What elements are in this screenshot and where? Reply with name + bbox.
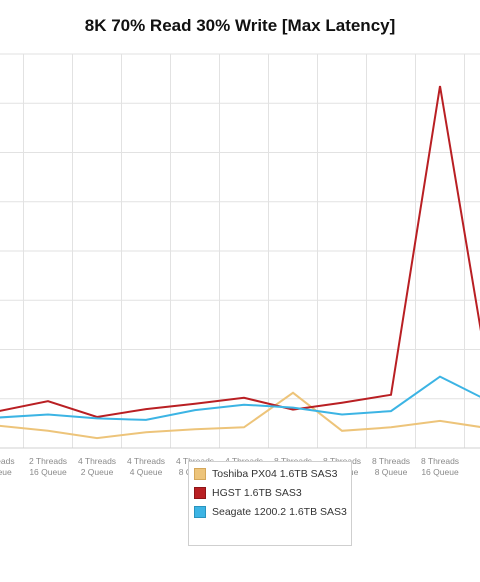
legend-item-hgst: HGST 1.6TB SAS3 (194, 485, 302, 501)
x-tick-label: 8 Threads (421, 456, 459, 466)
legend-label-hgst: HGST 1.6TB SAS3 (212, 487, 302, 499)
legend-label-toshiba: Toshiba PX04 1.6TB SAS3 (212, 468, 338, 480)
legend-swatch-toshiba (194, 468, 206, 480)
x-tick-label: 4 Threads (78, 456, 116, 466)
legend: Toshiba PX04 1.6TB SAS3 HGST 1.6TB SAS3 … (188, 461, 352, 546)
x-tick-label: 8 Threads (372, 456, 410, 466)
x-tick-label: Queue (0, 467, 12, 477)
legend-item-toshiba: Toshiba PX04 1.6TB SAS3 (194, 466, 338, 482)
series-line-2 (0, 375, 480, 421)
x-tick-label: 8 Queue (375, 467, 408, 477)
x-tick-label: 2 Queue (81, 467, 114, 477)
x-tick-label: 2 Threads (29, 456, 67, 466)
x-tick-label: 4 Threads (127, 456, 165, 466)
legend-item-seagate: Seagate 1200.2 1.6TB SAS3 (194, 504, 347, 520)
legend-label-seagate: Seagate 1200.2 1.6TB SAS3 (212, 506, 347, 518)
x-tick-label: 16 Queue (29, 467, 67, 477)
series-line-0 (0, 391, 480, 440)
x-tick-label: 16 Queue (421, 467, 459, 477)
x-tick-label: 4 Queue (130, 467, 163, 477)
x-tick-label: Threads (0, 456, 15, 466)
legend-swatch-hgst (194, 487, 206, 499)
series-line-1 (0, 85, 480, 419)
chart-title: 8K 70% Read 30% Write [Max Latency] (84, 16, 396, 35)
legend-swatch-seagate (194, 506, 206, 518)
